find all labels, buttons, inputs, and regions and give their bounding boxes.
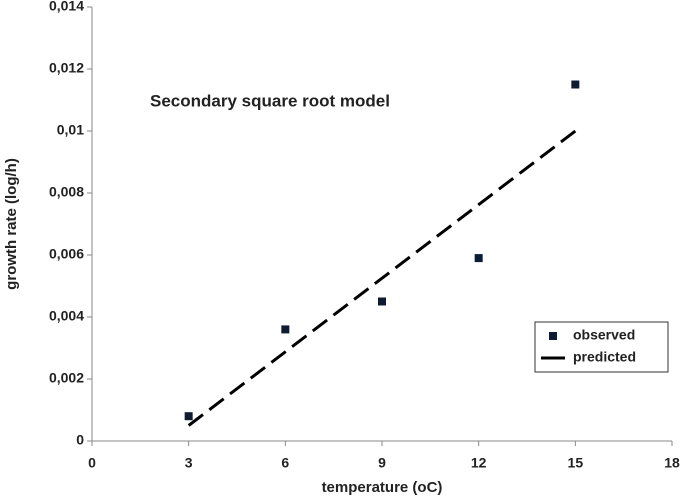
y-axis-label: growth rate (log/h) bbox=[3, 158, 20, 290]
marker bbox=[571, 80, 580, 89]
annotation: Secondary square root model bbox=[150, 91, 390, 110]
x-tick-label: 15 bbox=[568, 455, 584, 471]
line bbox=[187, 129, 577, 427]
x-tick-label: 3 bbox=[185, 455, 193, 471]
legend-label: observed bbox=[573, 327, 635, 343]
y-tick-label: 0,012 bbox=[49, 60, 84, 76]
marker bbox=[281, 325, 290, 334]
marker bbox=[474, 254, 483, 263]
y-tick-label: 0,01 bbox=[57, 122, 84, 138]
y-tick-label: 0,002 bbox=[49, 370, 84, 386]
marker bbox=[378, 297, 386, 306]
y-tick-label: 0,004 bbox=[49, 308, 84, 324]
marker bbox=[184, 412, 193, 421]
y-tick-label: 0,006 bbox=[49, 246, 84, 262]
x-tick-label: 0 bbox=[88, 455, 96, 471]
x-tick-label: 6 bbox=[281, 455, 289, 471]
legend-marker bbox=[549, 332, 557, 340]
x-tick-label: 18 bbox=[664, 455, 680, 471]
x-tick-label: 12 bbox=[471, 455, 487, 471]
y-tick-label: 0,008 bbox=[49, 184, 84, 200]
y-tick-label: 0 bbox=[76, 432, 84, 448]
legend-box bbox=[534, 321, 669, 373]
y-tick-label: 0,014 bbox=[49, 0, 84, 14]
x-tick-label: 9 bbox=[378, 455, 386, 471]
legend-label: predicted bbox=[573, 349, 636, 365]
x-axis-label: temperature (oC) bbox=[322, 479, 443, 496]
